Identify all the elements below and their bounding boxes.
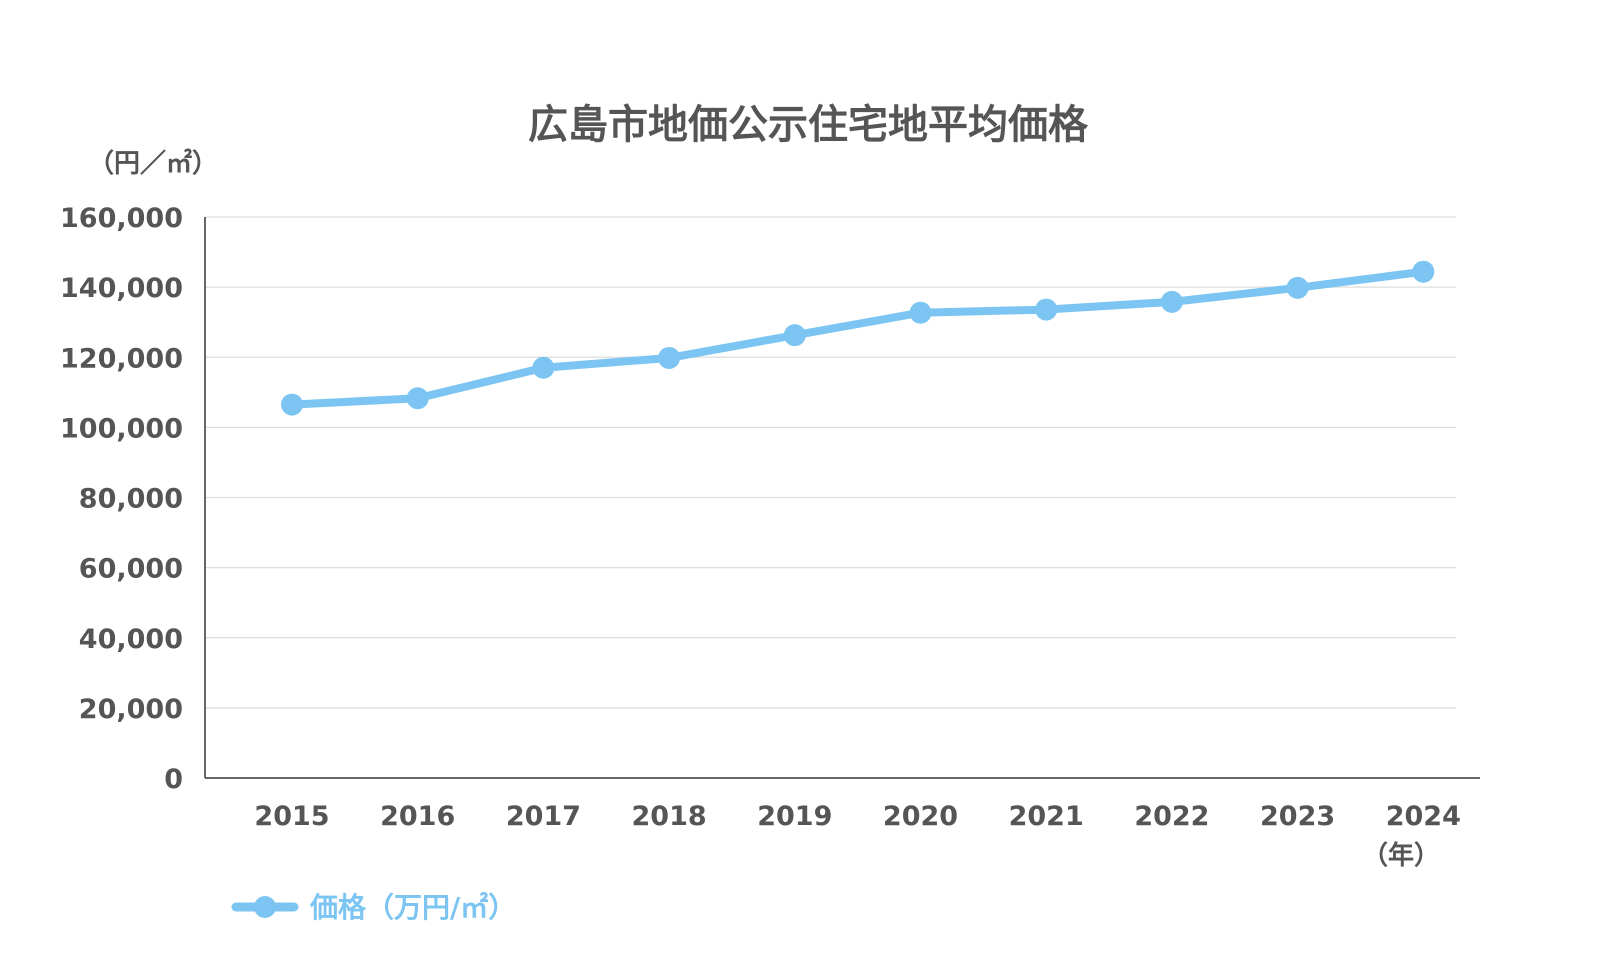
y-tick-label: 100,000: [60, 413, 183, 444]
legend: 価格（万円/㎡）: [231, 891, 516, 924]
data-point: [406, 387, 429, 410]
y-tick-label: 0: [164, 764, 183, 795]
y-tick-label: 160,000: [60, 203, 183, 234]
x-tick-label: 2015: [254, 801, 329, 832]
x-tick-label: 2023: [1260, 801, 1335, 832]
legend-marker-swatch: [254, 896, 276, 918]
x-axis-ticks: 2015 2016 2017 2018 2019 2020 2021 2022 2023 2024: [254, 801, 1460, 832]
series-line: [288, 267, 1428, 409]
data-point: [281, 393, 303, 416]
data-point: [658, 346, 681, 369]
y-tick-label: 140,000: [60, 273, 183, 304]
data-point: [1286, 276, 1309, 299]
y-tick-label: 20,000: [79, 694, 183, 725]
x-tick-label: 2019: [757, 801, 832, 832]
x-tick-label: 2016: [380, 801, 455, 832]
data-point: [1412, 260, 1435, 283]
series-group: [281, 260, 1435, 416]
x-tick-label: 2021: [1009, 801, 1084, 832]
y-axis-unit-label: （円／㎡）: [88, 148, 218, 179]
y-tick-label: 60,000: [79, 554, 183, 585]
legend-label: 価格（万円/㎡）: [309, 891, 516, 924]
x-tick-label: 2018: [632, 801, 707, 832]
y-tick-label: 120,000: [60, 343, 183, 374]
chart-title: 広島市地価公示住宅地平均価格: [528, 102, 1089, 148]
y-tick-label: 40,000: [79, 624, 183, 655]
y-tick-label: 80,000: [79, 484, 183, 515]
x-tick-label: 2022: [1134, 801, 1209, 832]
data-point: [1035, 298, 1058, 321]
grid-lines: [205, 216, 1456, 709]
data-point: [783, 324, 806, 347]
y-axis-ticks: 0 20,000 40,000 60,000 80,000 100,000 120,000 1…: [60, 203, 183, 795]
x-axis-unit-label: （年）: [1362, 840, 1440, 871]
data-point: [532, 356, 555, 379]
data-point: [1160, 290, 1183, 313]
x-tick-label: 2017: [506, 801, 581, 832]
x-tick-label: 2024: [1386, 801, 1461, 832]
data-point: [909, 301, 932, 324]
x-tick-label: 2020: [883, 801, 958, 832]
